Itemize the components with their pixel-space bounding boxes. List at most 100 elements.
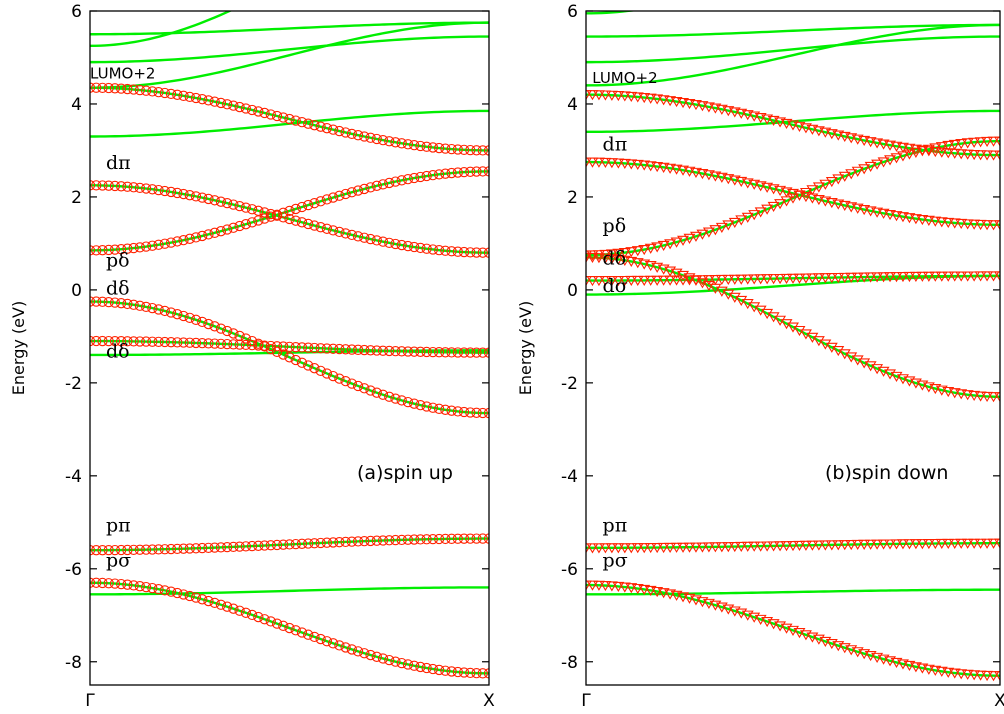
band-marker <box>471 145 482 156</box>
band-marker <box>197 316 208 328</box>
band-marker <box>446 533 457 544</box>
band-marker <box>858 164 871 175</box>
band-marker <box>948 271 961 282</box>
band-marker <box>359 536 370 547</box>
band-marker <box>327 638 339 649</box>
band-marker <box>140 581 152 593</box>
band-marker <box>134 84 146 96</box>
band-marker <box>832 130 845 141</box>
band-marker <box>203 542 214 554</box>
band-marker <box>890 272 903 283</box>
band-marker <box>968 137 981 148</box>
band-marker <box>396 657 407 669</box>
band-marker <box>340 127 351 138</box>
band-marker <box>365 345 376 356</box>
band-marker <box>968 390 981 402</box>
band-marker <box>754 207 767 218</box>
band-marker <box>657 95 670 106</box>
band-marker <box>116 544 127 556</box>
band-annotation: dδ <box>603 247 627 269</box>
band-marker <box>427 170 439 181</box>
band-marker <box>303 342 314 353</box>
band-marker <box>465 166 476 177</box>
band-marker <box>625 275 638 287</box>
band-marker <box>246 217 258 228</box>
band-marker <box>228 100 239 111</box>
band-marker <box>178 90 189 101</box>
band-marker <box>103 244 114 256</box>
band-marker <box>877 272 890 283</box>
band-marker <box>122 336 133 347</box>
band-marker <box>702 275 715 286</box>
band-marker <box>440 347 451 358</box>
x-tick-label: X <box>994 691 1004 711</box>
band-marker <box>228 328 239 339</box>
band-marker <box>359 183 370 195</box>
band-marker <box>402 659 414 670</box>
band-marker <box>253 611 264 623</box>
band-annotation: dσ <box>603 275 628 297</box>
band-marker <box>961 538 974 549</box>
band-marker <box>709 171 722 182</box>
band-marker <box>165 543 177 555</box>
band-marker <box>147 86 158 97</box>
band-marker <box>605 254 618 265</box>
band-marker <box>586 157 599 168</box>
band-marker <box>651 161 664 173</box>
band-marker <box>140 544 152 555</box>
band-marker <box>390 176 401 187</box>
band-marker <box>651 542 664 554</box>
band-marker <box>346 229 357 241</box>
band-marker <box>981 150 994 161</box>
band-marker <box>452 533 463 544</box>
band-marker <box>246 204 258 215</box>
band-marker <box>109 544 121 556</box>
band-marker <box>321 123 333 134</box>
band-marker <box>812 273 825 284</box>
band-marker <box>728 217 741 229</box>
band-marker <box>390 534 401 546</box>
band-marker <box>929 143 942 154</box>
band-marker <box>315 365 326 376</box>
band-marker <box>961 669 974 680</box>
y-axis-label: Energy (eV) <box>9 301 28 395</box>
band-marker <box>683 98 696 110</box>
band-marker <box>134 300 146 311</box>
band-marker <box>458 246 470 258</box>
band-marker <box>851 272 864 283</box>
band-marker <box>612 158 625 169</box>
band-marker <box>228 541 239 553</box>
band-marker <box>103 296 114 308</box>
band-marker <box>748 210 761 221</box>
band-marker <box>377 236 389 247</box>
band-marker <box>877 539 890 550</box>
band-marker <box>916 214 929 226</box>
band-marker <box>352 646 364 657</box>
band-marker <box>974 670 987 681</box>
band-marker <box>942 271 955 282</box>
y-tick-label: -6 <box>65 560 82 580</box>
band-marker <box>909 147 922 158</box>
band-annotation: pπ <box>106 515 131 537</box>
band-marker <box>592 543 605 554</box>
band-marker <box>897 151 909 162</box>
band-marker <box>677 275 689 286</box>
band-marker <box>303 118 314 129</box>
band-marker <box>722 542 735 553</box>
band-marker <box>942 140 955 152</box>
band-marker <box>265 540 276 551</box>
band-marker <box>787 193 799 204</box>
band-marker <box>359 344 370 356</box>
band-marker <box>987 271 1000 282</box>
band-marker <box>968 538 981 549</box>
band-marker <box>838 131 851 143</box>
band-marker <box>91 545 102 556</box>
band-marker <box>109 180 121 192</box>
band-marker <box>409 241 420 253</box>
band-marker <box>91 180 102 191</box>
band-marker <box>471 166 482 177</box>
band-marker <box>599 253 612 264</box>
band-marker <box>657 240 670 252</box>
band-marker <box>290 215 301 226</box>
band-marker <box>592 90 605 101</box>
